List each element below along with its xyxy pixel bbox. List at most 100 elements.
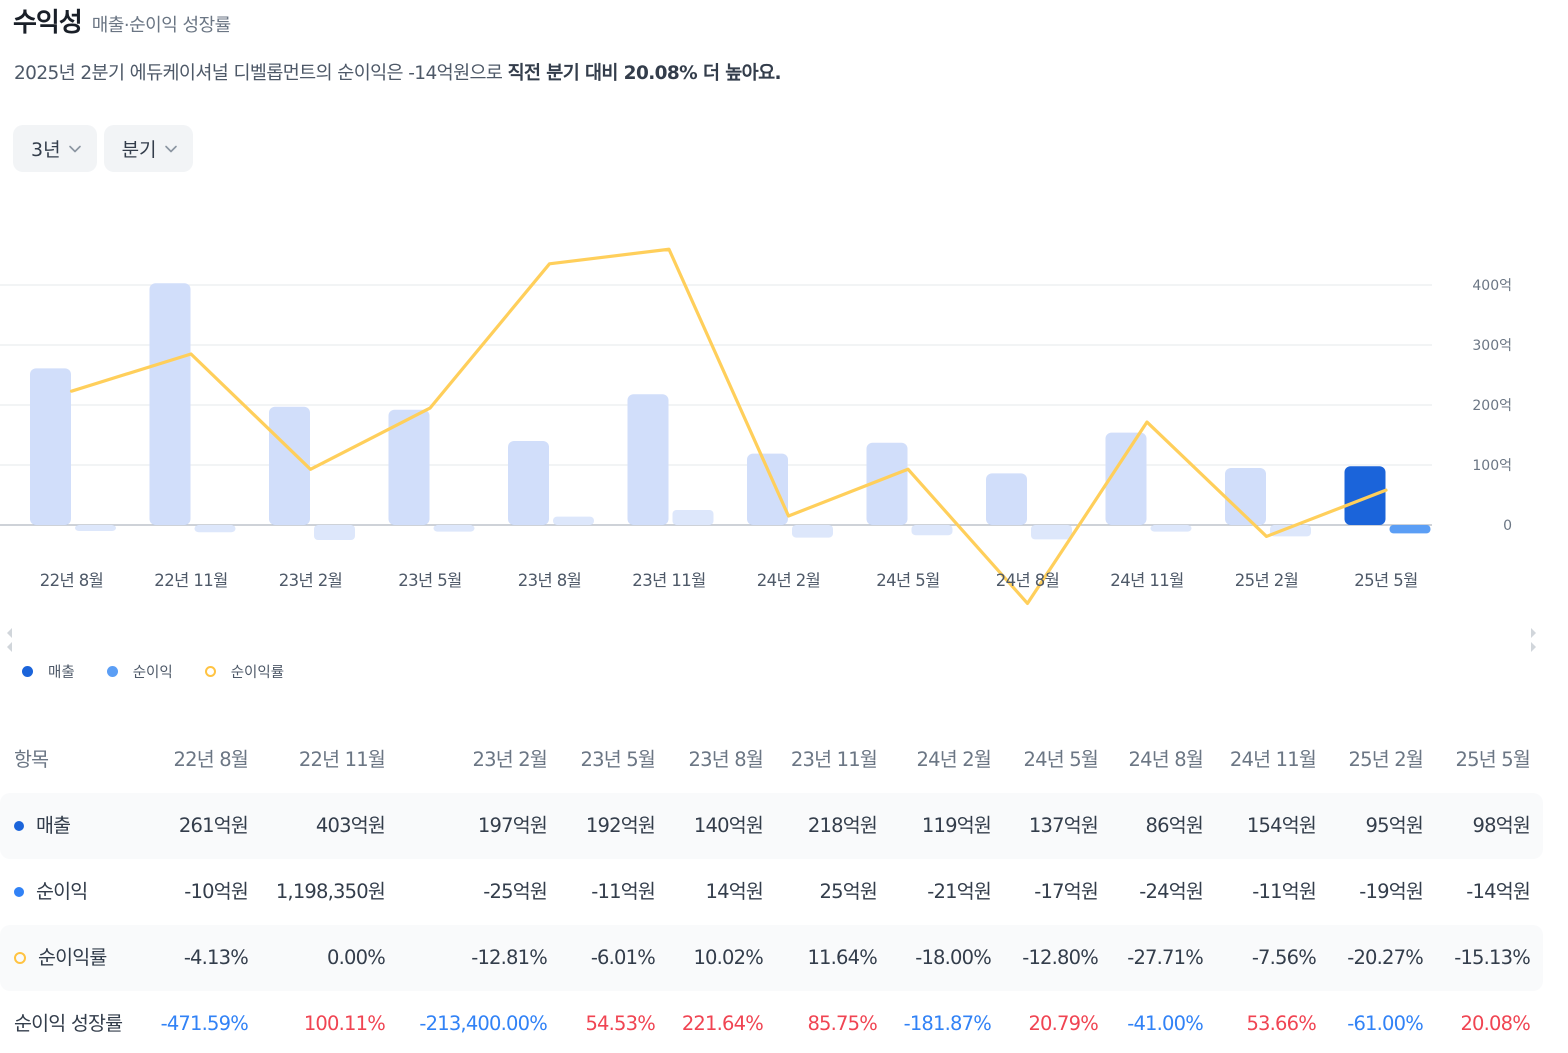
x-tick-label: 24년 2월 bbox=[757, 571, 821, 590]
table-cell: 119억원 bbox=[921, 814, 992, 837]
table-cell: 403억원 bbox=[315, 814, 386, 837]
table-cell: -21억원 bbox=[927, 880, 992, 903]
y-tick-label: 300억 bbox=[1472, 338, 1512, 354]
net-income-bar bbox=[553, 516, 594, 525]
table-cell: -7.56% bbox=[1251, 946, 1317, 969]
net-income-bar bbox=[1150, 525, 1192, 532]
table-cell: -11억원 bbox=[591, 880, 656, 903]
x-tick-label: 22년 8월 bbox=[40, 571, 104, 590]
revenue-bar bbox=[508, 441, 549, 525]
legend-revenue: 매출 bbox=[22, 661, 75, 682]
legend-net-income: 순이익 bbox=[106, 661, 173, 682]
legend-margin: 순이익률 bbox=[204, 661, 285, 682]
growth-row: 순이익 성장률 -471.59% 100.11% -213,400.00% 54.53%… bbox=[0, 991, 1543, 1053]
row-label-text: 순이익률 bbox=[38, 946, 107, 969]
table-header-period: 22년 8월 bbox=[173, 748, 249, 771]
table-cell: 54.53% bbox=[585, 1012, 655, 1035]
table-cell: -25억원 bbox=[483, 880, 548, 903]
table-cell: 95억원 bbox=[1365, 814, 1424, 837]
table-cell: 154억원 bbox=[1246, 814, 1317, 837]
net-income-bar bbox=[433, 525, 475, 532]
table-cell: 197억원 bbox=[477, 814, 548, 837]
table-header-period: 23년 2월 bbox=[472, 748, 548, 771]
table-cell: 140억원 bbox=[693, 814, 764, 837]
table-header-period: 25년 2월 bbox=[1348, 748, 1424, 771]
table-cell: 1,198,350원 bbox=[275, 880, 386, 903]
legend-revenue-label: 매출 bbox=[48, 665, 75, 681]
table-cell: -61.00% bbox=[1347, 1012, 1424, 1035]
table-cell: 192억원 bbox=[585, 814, 656, 837]
scroll-left-arrow[interactable] bbox=[4, 626, 14, 654]
table-cell: 20.79% bbox=[1028, 1012, 1098, 1035]
x-tick-label: 23년 2월 bbox=[279, 571, 343, 590]
margin-ring-icon bbox=[14, 952, 26, 964]
table-header-row: 항목 22년 8월 22년 11월 23년 2월 23년 5월 23년 8월 23년 11월… bbox=[0, 727, 1543, 793]
chevron-down-icon bbox=[164, 142, 178, 156]
revenue-bar bbox=[1105, 432, 1147, 525]
revenue-bar bbox=[149, 283, 191, 525]
revenue-bar bbox=[747, 453, 788, 525]
row-label: 매출 bbox=[14, 793, 71, 859]
chart-legend: 매출 순이익 순이익률 bbox=[22, 661, 316, 682]
table-header-period: 24년 2월 bbox=[916, 748, 992, 771]
period-dropdown[interactable]: 3년 bbox=[13, 125, 97, 172]
table-header-label: 항목 bbox=[14, 748, 49, 771]
margin-row: 순이익률 -4.13% 0.00% -12.81% -6.01% 10.02% 11.64%… bbox=[0, 925, 1543, 991]
net-income-bar bbox=[911, 525, 953, 536]
row-label-text: 순이익 성장률 bbox=[14, 1012, 123, 1035]
section-title: 수익성 bbox=[13, 8, 83, 38]
table-cell: -18.00% bbox=[915, 946, 992, 969]
table-header-period: 25년 5월 bbox=[1455, 748, 1531, 771]
table-cell: -17억원 bbox=[1034, 880, 1099, 903]
table-cell: -19억원 bbox=[1359, 880, 1424, 903]
section-subtitle: 매출·순이익 성장률 bbox=[91, 15, 231, 36]
table-header-period: 24년 5월 bbox=[1023, 748, 1099, 771]
revenue-row: 매출 261억원 403억원 197억원 192억원 140억원 218억원 119억원 137… bbox=[0, 793, 1543, 859]
net-income-bar bbox=[194, 525, 236, 533]
summary-text: 2025년 2분기 에듀케이셔널 디벨롭먼트의 순이익은 -14억원으로 직전 … bbox=[14, 59, 782, 85]
revenue-bar bbox=[627, 394, 669, 525]
x-tick-label: 24년 11월 bbox=[1110, 571, 1183, 590]
legend-net-income-label: 순이익 bbox=[132, 665, 173, 681]
revenue-dot-icon bbox=[22, 666, 33, 677]
table-cell: 0.00% bbox=[327, 946, 386, 969]
table-cell: 53.66% bbox=[1246, 1012, 1316, 1035]
table-cell: -4.13% bbox=[183, 946, 249, 969]
interval-dropdown[interactable]: 분기 bbox=[103, 125, 193, 172]
table-cell: 218억원 bbox=[807, 814, 878, 837]
table-cell: 98억원 bbox=[1472, 814, 1531, 837]
x-tick-label: 24년 8월 bbox=[996, 571, 1060, 590]
x-tick-label: 22년 11월 bbox=[154, 571, 227, 590]
y-tick-label: 100억 bbox=[1472, 458, 1512, 474]
table-cell: -12.80% bbox=[1022, 946, 1099, 969]
table-cell: -10억원 bbox=[184, 880, 249, 903]
revenue-bar bbox=[866, 442, 908, 525]
table-cell: 100.11% bbox=[303, 1012, 386, 1035]
revenue-bar bbox=[1344, 466, 1386, 525]
y-tick-label: 200억 bbox=[1472, 398, 1512, 414]
table-cell: -181.87% bbox=[903, 1012, 992, 1035]
table-cell: -12.81% bbox=[471, 946, 548, 969]
x-tick-label: 23년 11월 bbox=[632, 571, 705, 590]
table-cell: -11억원 bbox=[1252, 880, 1317, 903]
table-cell: 85.75% bbox=[807, 1012, 877, 1035]
revenue-bar bbox=[30, 368, 71, 525]
y-tick-label: 0 bbox=[1503, 518, 1512, 534]
summary-plain: 2025년 2분기 에듀케이셔널 디벨롭먼트의 순이익은 -14억원으로 bbox=[14, 63, 508, 84]
table-header-period: 23년 11월 bbox=[790, 748, 878, 771]
x-tick-label: 25년 5월 bbox=[1354, 571, 1418, 590]
row-label-text: 매출 bbox=[36, 814, 71, 837]
revenue-bar bbox=[1225, 468, 1266, 525]
legend-margin-label: 순이익률 bbox=[230, 665, 285, 681]
profitability-chart: 400억 300억 200억 100억 0 22년 8월 22년 11월 23년 2월 23년 … bbox=[0, 247, 1512, 605]
net-income-dot-icon bbox=[106, 666, 118, 677]
scroll-right-arrow[interactable] bbox=[1529, 626, 1539, 654]
summary-highlight: 직전 분기 대비 20.08% 더 높아요. bbox=[507, 63, 782, 84]
table-header-period: 24년 8월 bbox=[1128, 748, 1204, 771]
x-tick-label: 23년 8월 bbox=[518, 571, 582, 590]
chevron-down-icon bbox=[68, 142, 82, 156]
table-cell: 14억원 bbox=[705, 880, 764, 903]
table-cell: -15.13% bbox=[1454, 946, 1531, 969]
table-cell: -14억원 bbox=[1466, 880, 1531, 903]
table-header-period: 23년 8월 bbox=[688, 748, 764, 771]
